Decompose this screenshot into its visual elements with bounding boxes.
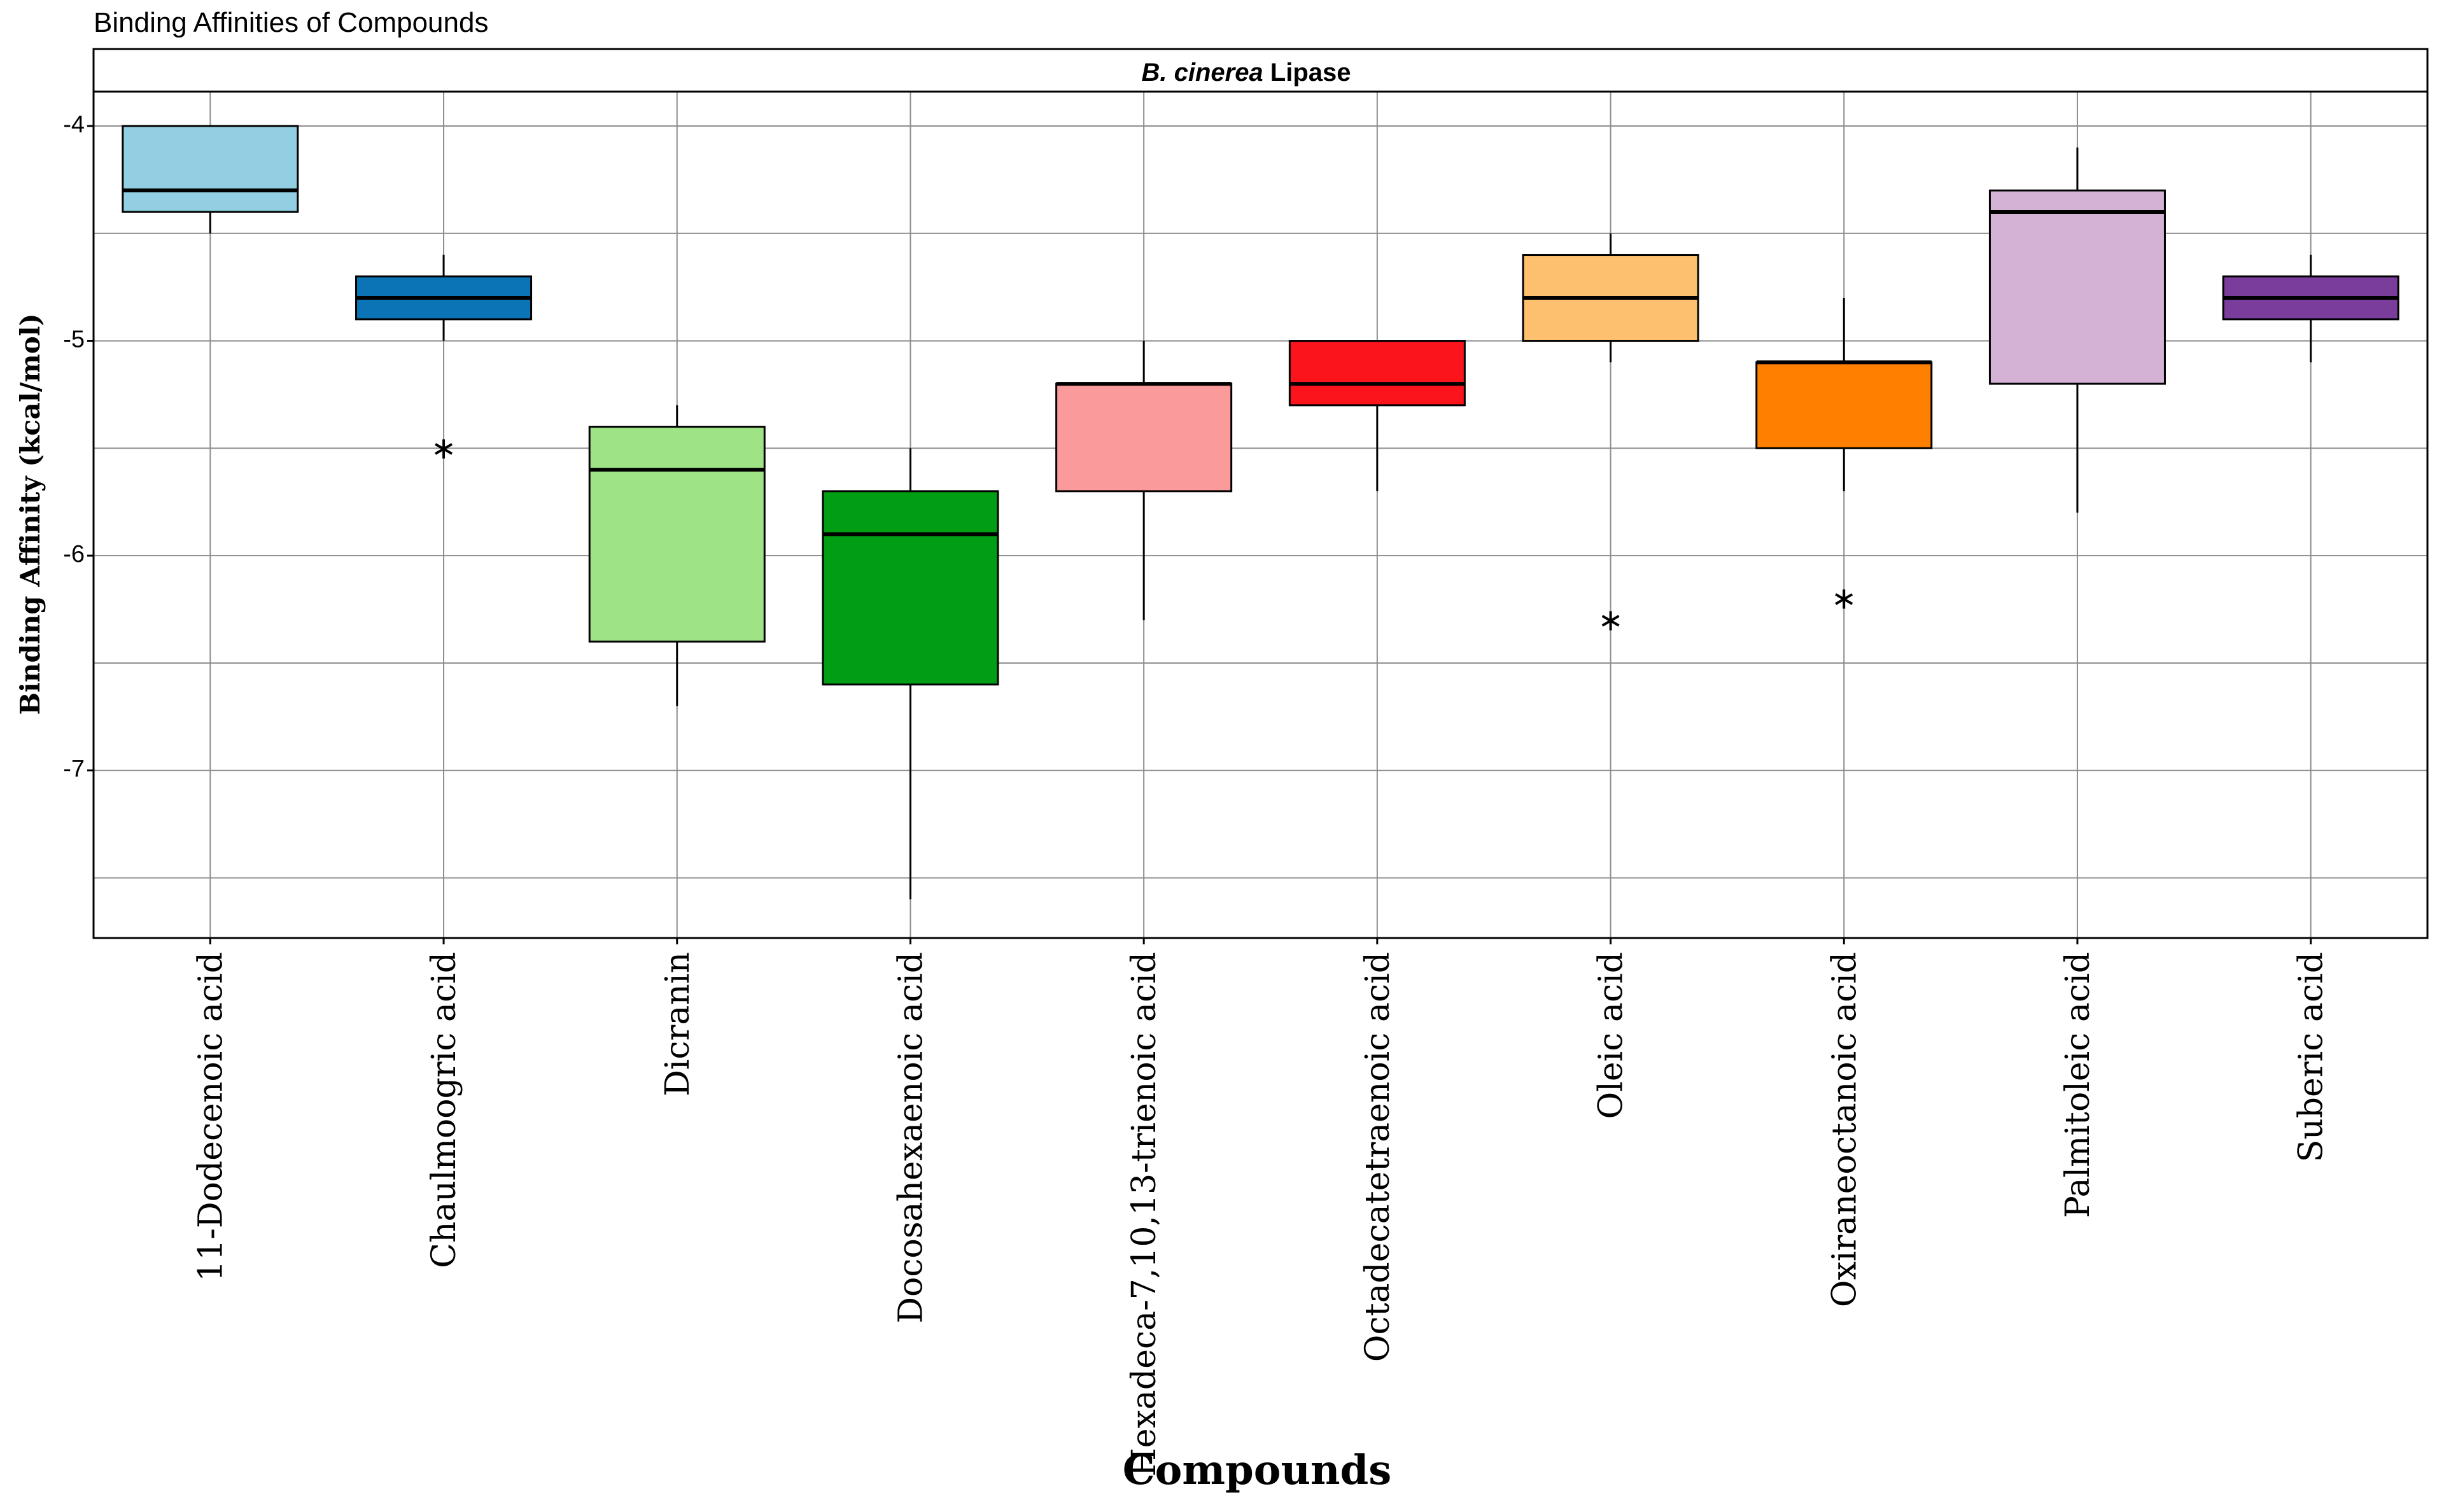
box-2: ∗ (355, 255, 533, 466)
box-6 (1288, 340, 1466, 491)
y-tick-label: -6 (63, 541, 85, 568)
box-iqr (822, 490, 999, 686)
outlier-point: ∗ (1831, 581, 1857, 617)
x-tick-label: Hexadeca-7,10,13-trienoic acid (1125, 952, 1163, 1477)
box-7: ∗ (1522, 233, 1699, 638)
x-tick-label: Docosahexaenoic acid (892, 952, 930, 1324)
outlier-point: ∗ (431, 430, 456, 466)
box-iqr (1755, 361, 1933, 449)
chart-title: Binding Affinities of Compounds (94, 7, 488, 38)
box-3 (588, 405, 766, 706)
x-tick-label: Oleic acid (1592, 952, 1631, 1119)
outlier-point: ∗ (1598, 602, 1623, 638)
x-axis-ticks: 11-Dodecenoic acid Chaulmoogric acid Dicra… (192, 938, 2331, 1477)
facet-strip-label: B. cinerea Lipase (1141, 59, 1351, 87)
x-tick-label: Suberic acid (2293, 952, 2331, 1162)
x-tick-label: 11-Dodecenoic acid (192, 952, 230, 1282)
box-iqr (122, 125, 299, 213)
x-tick-label: Oxiraneoctanoic acid (1825, 952, 1864, 1307)
box-5 (1055, 340, 1233, 620)
y-tick-label: -4 (63, 111, 85, 138)
box-10 (2222, 255, 2399, 363)
x-tick-label: Chaulmoogric acid (425, 952, 463, 1268)
facet-strip-label-italic: B. cinerea (1141, 59, 1263, 87)
box-8: ∗ (1755, 298, 1933, 617)
facet-strip-label-rest: Lipase (1263, 59, 1351, 87)
gridlines (94, 92, 2427, 938)
box-4 (822, 448, 999, 900)
y-axis-label: Binding Affinity (kcal/mol) (15, 313, 46, 715)
box-iqr (588, 426, 766, 643)
x-tick-label: Dicranin (659, 952, 697, 1096)
box-iqr (1055, 382, 1233, 493)
facet-strip-box (92, 48, 2429, 93)
box-iqr (1988, 189, 2166, 385)
box-9 (1988, 147, 2166, 513)
y-tick-label: -7 (63, 756, 85, 783)
box-iqr (1288, 340, 1466, 407)
x-tick-label: Palmitoleic acid (2059, 952, 2097, 1218)
panel-border (92, 90, 2429, 939)
y-tick-label: -5 (63, 326, 85, 353)
box-1 (122, 125, 299, 234)
boxes: ∗ ∗ ∗ (122, 125, 2399, 900)
facet-strip: B. cinerea Lipase (92, 48, 2429, 93)
y-axis-ticks: -4 -5 -6 -7 (63, 111, 94, 783)
x-tick-label: Octadecatetraenoic acid (1359, 952, 1397, 1362)
x-axis-label: Compounds (1123, 1446, 1392, 1494)
